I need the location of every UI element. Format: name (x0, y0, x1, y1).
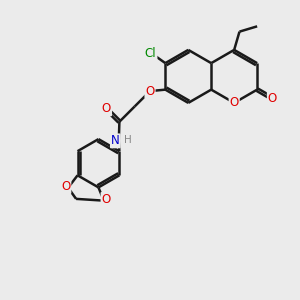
Text: O: O (146, 85, 154, 98)
Text: O: O (102, 102, 111, 115)
Text: O: O (101, 193, 111, 206)
Text: O: O (61, 180, 70, 193)
Text: N: N (111, 134, 120, 147)
Text: O: O (230, 96, 239, 110)
Text: Cl: Cl (145, 47, 157, 60)
Text: H: H (124, 135, 132, 145)
Text: O: O (268, 92, 277, 105)
